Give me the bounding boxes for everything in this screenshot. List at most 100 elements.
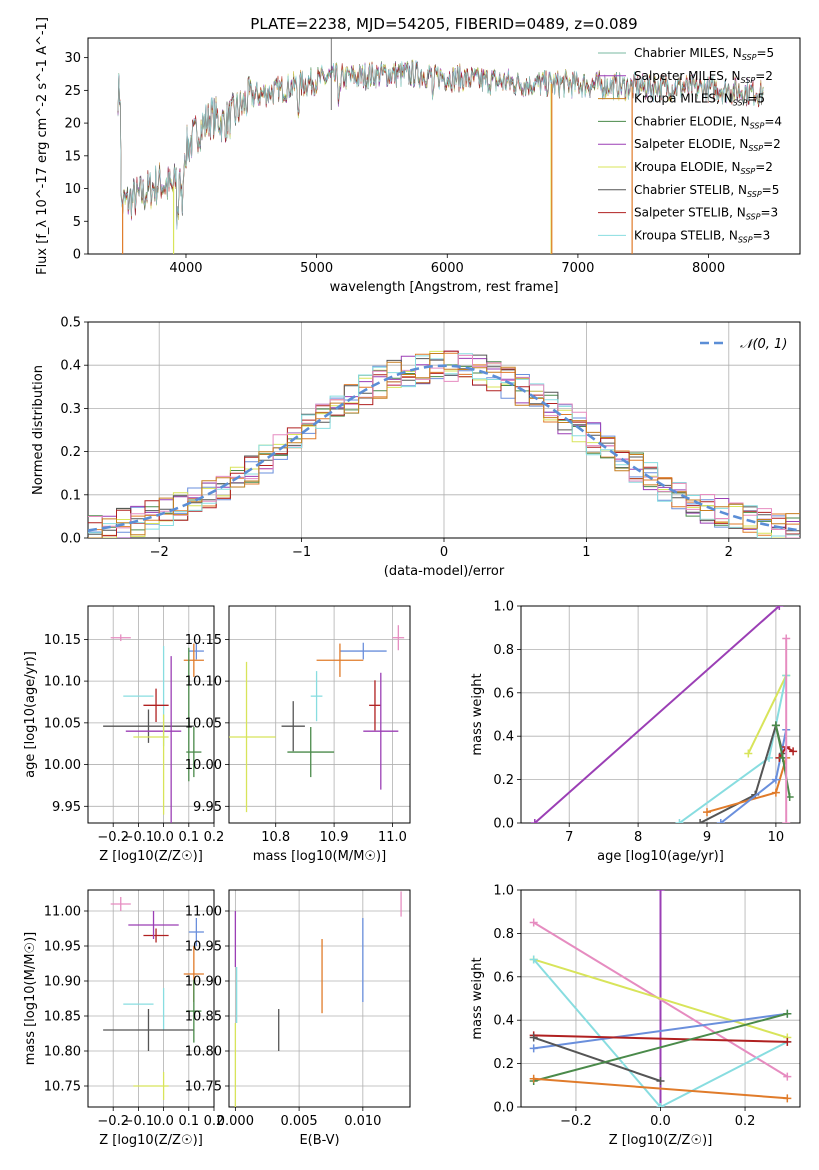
x-tick-label: 0.1 [178, 1114, 199, 1129]
legend-entry-rest: =5 [762, 183, 780, 197]
x-tick-label: 0.2 [204, 1114, 225, 1129]
x-tick-label: 1 [582, 545, 590, 560]
weight-point-marker [783, 1072, 792, 1081]
x-axis-label: mass [log10(M/M☉)] [253, 849, 386, 864]
y-tick-label: 0 [73, 248, 81, 263]
y-tick-label: 10.95 [44, 940, 81, 955]
y-axis-label: Flux [f_λ 10^-17 erg cm^-2 s^-1 A^-1] [35, 17, 50, 275]
legend-entry-rest: =2 [755, 160, 773, 174]
figure-title: PLATE=2238, MJD=54205, FIBERID=0489, z=0… [250, 15, 637, 33]
y-tick-label: 11.00 [185, 905, 222, 920]
weight-series-line [747, 674, 788, 755]
legend-entry: Kroupa STELIB, NSSP=3 [634, 228, 770, 244]
axes-frame [87, 605, 215, 824]
x-tick-label: 8 [634, 830, 642, 845]
plot-area [530, 606, 798, 823]
legend-subscript: SSP [741, 76, 756, 85]
legend-entry-rest: =2 [763, 137, 781, 151]
weight-point-marker [529, 1074, 538, 1083]
x-tick-label: −0.2 [560, 1114, 592, 1129]
weight-series-line [533, 1036, 661, 1082]
x-axis-label: Z [log10(Z/Z☉)] [99, 1133, 203, 1148]
panel-massweight_vs_age: 7 8 9 10 0.0 0.2 0.4 0.6 0.8 1.0 age [log10(age/yr… [470, 600, 801, 864]
weight-point-marker [783, 1037, 792, 1046]
y-tick-label: 0.6 [493, 970, 514, 985]
y-tick-label: 10.85 [44, 1010, 81, 1025]
legend-entry: Salpeter STELIB, NSSP=3 [634, 206, 778, 222]
plot-area [529, 890, 792, 1107]
x-tick-label: 10 [768, 830, 785, 845]
y-tick-label: 10.75 [44, 1080, 81, 1095]
y-tick-label: 10.80 [185, 1045, 222, 1060]
weight-point-marker [783, 1094, 792, 1103]
x-axis-label: (data-model)/error [384, 564, 505, 579]
y-tick-label: 10.00 [44, 758, 81, 773]
x-axis-label: E(B-V) [299, 1133, 339, 1148]
weight-series-line [532, 958, 788, 1107]
legend-entry: Kroupa MILES, NSSP=5 [634, 92, 765, 108]
y-tick-label: 10.90 [44, 975, 81, 990]
gaussian-curve [88, 364, 800, 532]
axes-frame [228, 605, 411, 824]
y-tick-label: 10.10 [44, 675, 81, 690]
weight-point-marker [771, 788, 780, 797]
y-tick-label: 10 [64, 182, 81, 197]
legend-entry-rest: =3 [760, 206, 778, 220]
x-tick-label: 7 [565, 830, 573, 845]
panel-massweight_vs_Z: −0.2 0.0 0.2 0.0 0.2 0.4 0.6 0.8 1.0 Z [log10(Z/Z… [470, 884, 801, 1148]
weight-point-marker [656, 890, 665, 894]
y-tick-label: 9.95 [52, 800, 81, 815]
y-tick-label: 15 [64, 149, 81, 164]
histogram-series [88, 354, 800, 538]
weight-point-marker [771, 775, 780, 784]
x-tick-label: 0.005 [280, 1114, 317, 1129]
x-tick-label: −0.1 [123, 1114, 155, 1129]
y-tick-label: 11.00 [44, 905, 81, 920]
weight-series-line [706, 757, 788, 814]
weight-point-marker [529, 918, 538, 927]
x-tick-label: 0.2 [735, 1114, 756, 1129]
legend-subscript: SSP [748, 144, 763, 153]
legend-entry-rest: =2 [755, 69, 773, 83]
plot-area [117, 38, 764, 254]
y-tick-label: 10.05 [185, 716, 222, 731]
x-tick-label: 11.0 [378, 830, 407, 845]
y-axis-label: mass weight [470, 957, 485, 1039]
x-tick-label: 0.1 [178, 830, 199, 845]
x-tick-label: 10.8 [261, 830, 290, 845]
weight-series-line [533, 1012, 788, 1082]
axes-frame [520, 605, 801, 824]
y-axis-label: age [log10(age/yr)] [23, 651, 38, 778]
weight-series-line [533, 1034, 788, 1043]
axes-frame [87, 889, 215, 1108]
weight-series-line [533, 921, 788, 1078]
x-tick-label: 0.0 [650, 1114, 671, 1129]
y-axis-label: mass weight [470, 673, 485, 755]
weight-series-line [533, 1077, 788, 1100]
y-tick-label: 10.00 [185, 758, 222, 773]
weight-point-marker [703, 808, 711, 817]
x-tick-label: 0.0 [153, 1114, 174, 1129]
x-axis-label: Z [log10(Z/Z☉)] [609, 1133, 713, 1148]
y-tick-label: 0.8 [493, 643, 514, 658]
x-tick-label: 0.010 [344, 1114, 381, 1129]
y-tick-label: 0.3 [60, 402, 81, 417]
y-tick-label: 10.85 [185, 1010, 222, 1025]
y-tick-label: 0.4 [60, 359, 81, 374]
x-tick-label: −0.2 [97, 830, 129, 845]
legend-entry: Chabrier STELIB, NSSP=5 [634, 183, 779, 199]
plot-area [103, 634, 204, 823]
legend-entry-rest: =5 [756, 46, 774, 60]
axes-frame [87, 37, 801, 255]
y-tick-label: 9.95 [193, 800, 222, 815]
legend-subscript: SSP [750, 121, 765, 130]
plot-area [103, 897, 204, 1100]
weight-point-marker [530, 819, 539, 823]
weight-point-marker [782, 819, 791, 823]
y-tick-label: 1.0 [493, 600, 514, 615]
y-tick-label: 0.1 [60, 488, 81, 503]
histogram-series [88, 353, 800, 538]
y-tick-label: 10.80 [44, 1045, 81, 1060]
legend-subscript: SSP [746, 213, 761, 222]
